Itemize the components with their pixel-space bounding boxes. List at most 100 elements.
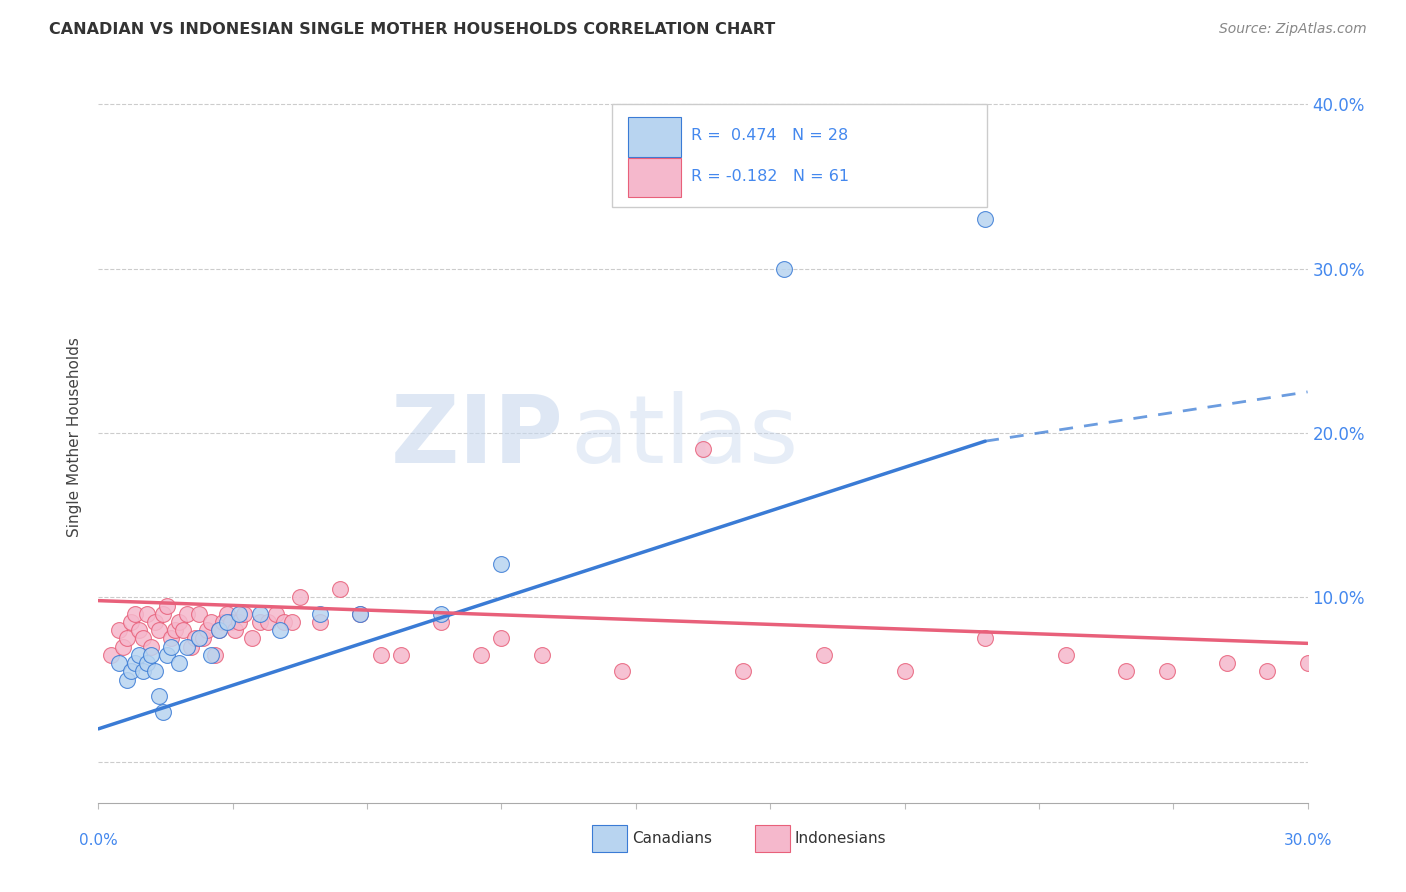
Point — [176, 640, 198, 654]
Point — [111, 640, 134, 654]
Point — [1296, 656, 1319, 670]
Point — [135, 656, 157, 670]
Point — [491, 632, 513, 646]
Point — [128, 624, 150, 638]
Point — [120, 665, 142, 679]
Point — [139, 640, 162, 654]
FancyBboxPatch shape — [755, 825, 790, 852]
Point — [212, 615, 235, 629]
Point — [530, 648, 553, 662]
Point — [156, 599, 179, 613]
Point — [143, 665, 166, 679]
Point — [132, 665, 155, 679]
Point — [430, 607, 453, 621]
Point — [470, 648, 492, 662]
Y-axis label: Single Mother Households: Single Mother Households — [67, 337, 83, 537]
Point — [1115, 665, 1137, 679]
Point — [228, 607, 250, 621]
Point — [124, 656, 146, 670]
Point — [120, 615, 142, 629]
Point — [156, 648, 179, 662]
Point — [309, 607, 332, 621]
Point — [115, 632, 138, 646]
Point — [100, 648, 122, 662]
Point — [148, 624, 170, 638]
Point — [370, 648, 392, 662]
Point — [180, 640, 202, 654]
Point — [135, 607, 157, 621]
Point — [612, 665, 634, 679]
Point — [176, 607, 198, 621]
Point — [208, 624, 231, 638]
Point — [188, 632, 211, 646]
Point — [430, 615, 453, 629]
Text: 0.0%: 0.0% — [79, 833, 118, 848]
Point — [163, 624, 186, 638]
FancyBboxPatch shape — [628, 158, 682, 197]
Text: R =  0.474   N = 28: R = 0.474 N = 28 — [690, 128, 848, 144]
Point — [228, 615, 250, 629]
Point — [329, 582, 352, 596]
Point — [349, 607, 371, 621]
Point — [264, 607, 287, 621]
Point — [208, 624, 231, 638]
Point — [733, 665, 755, 679]
Point — [148, 689, 170, 703]
Point — [160, 632, 183, 646]
Point — [389, 648, 412, 662]
Point — [195, 624, 218, 638]
Point — [232, 607, 254, 621]
Text: R = -0.182   N = 61: R = -0.182 N = 61 — [690, 169, 849, 184]
FancyBboxPatch shape — [613, 104, 987, 207]
Text: Indonesians: Indonesians — [794, 831, 887, 847]
Point — [249, 607, 271, 621]
Point — [172, 624, 194, 638]
Point — [184, 632, 207, 646]
Point — [249, 615, 271, 629]
Point — [152, 706, 174, 720]
Text: Source: ZipAtlas.com: Source: ZipAtlas.com — [1219, 22, 1367, 37]
Point — [132, 632, 155, 646]
Point — [107, 656, 129, 670]
Point — [813, 648, 835, 662]
Point — [152, 607, 174, 621]
Point — [217, 615, 239, 629]
Point — [115, 673, 138, 687]
Point — [188, 607, 211, 621]
Point — [1054, 648, 1077, 662]
Point — [772, 261, 794, 276]
Point — [143, 615, 166, 629]
Point — [224, 624, 246, 638]
Point — [200, 615, 222, 629]
Text: CANADIAN VS INDONESIAN SINGLE MOTHER HOUSEHOLDS CORRELATION CHART: CANADIAN VS INDONESIAN SINGLE MOTHER HOU… — [49, 22, 776, 37]
Point — [1216, 656, 1239, 670]
Point — [124, 607, 146, 621]
Point — [974, 632, 997, 646]
Point — [204, 648, 226, 662]
Point — [974, 212, 997, 227]
Text: ZIP: ZIP — [391, 391, 564, 483]
Point — [167, 656, 190, 670]
Point — [128, 648, 150, 662]
Point — [221, 615, 243, 629]
Point — [491, 558, 513, 572]
Text: atlas: atlas — [569, 391, 799, 483]
Point — [288, 591, 311, 605]
Point — [1156, 665, 1178, 679]
Text: Canadians: Canadians — [631, 831, 711, 847]
FancyBboxPatch shape — [628, 118, 682, 157]
Point — [193, 632, 215, 646]
Point — [107, 624, 129, 638]
Point — [160, 640, 183, 654]
Point — [309, 615, 332, 629]
Point — [349, 607, 371, 621]
Point — [200, 648, 222, 662]
Point — [692, 442, 714, 457]
Text: 30.0%: 30.0% — [1284, 833, 1331, 848]
Point — [281, 615, 304, 629]
Point — [273, 615, 295, 629]
Point — [167, 615, 190, 629]
Point — [139, 648, 162, 662]
Point — [217, 607, 239, 621]
Point — [893, 665, 915, 679]
